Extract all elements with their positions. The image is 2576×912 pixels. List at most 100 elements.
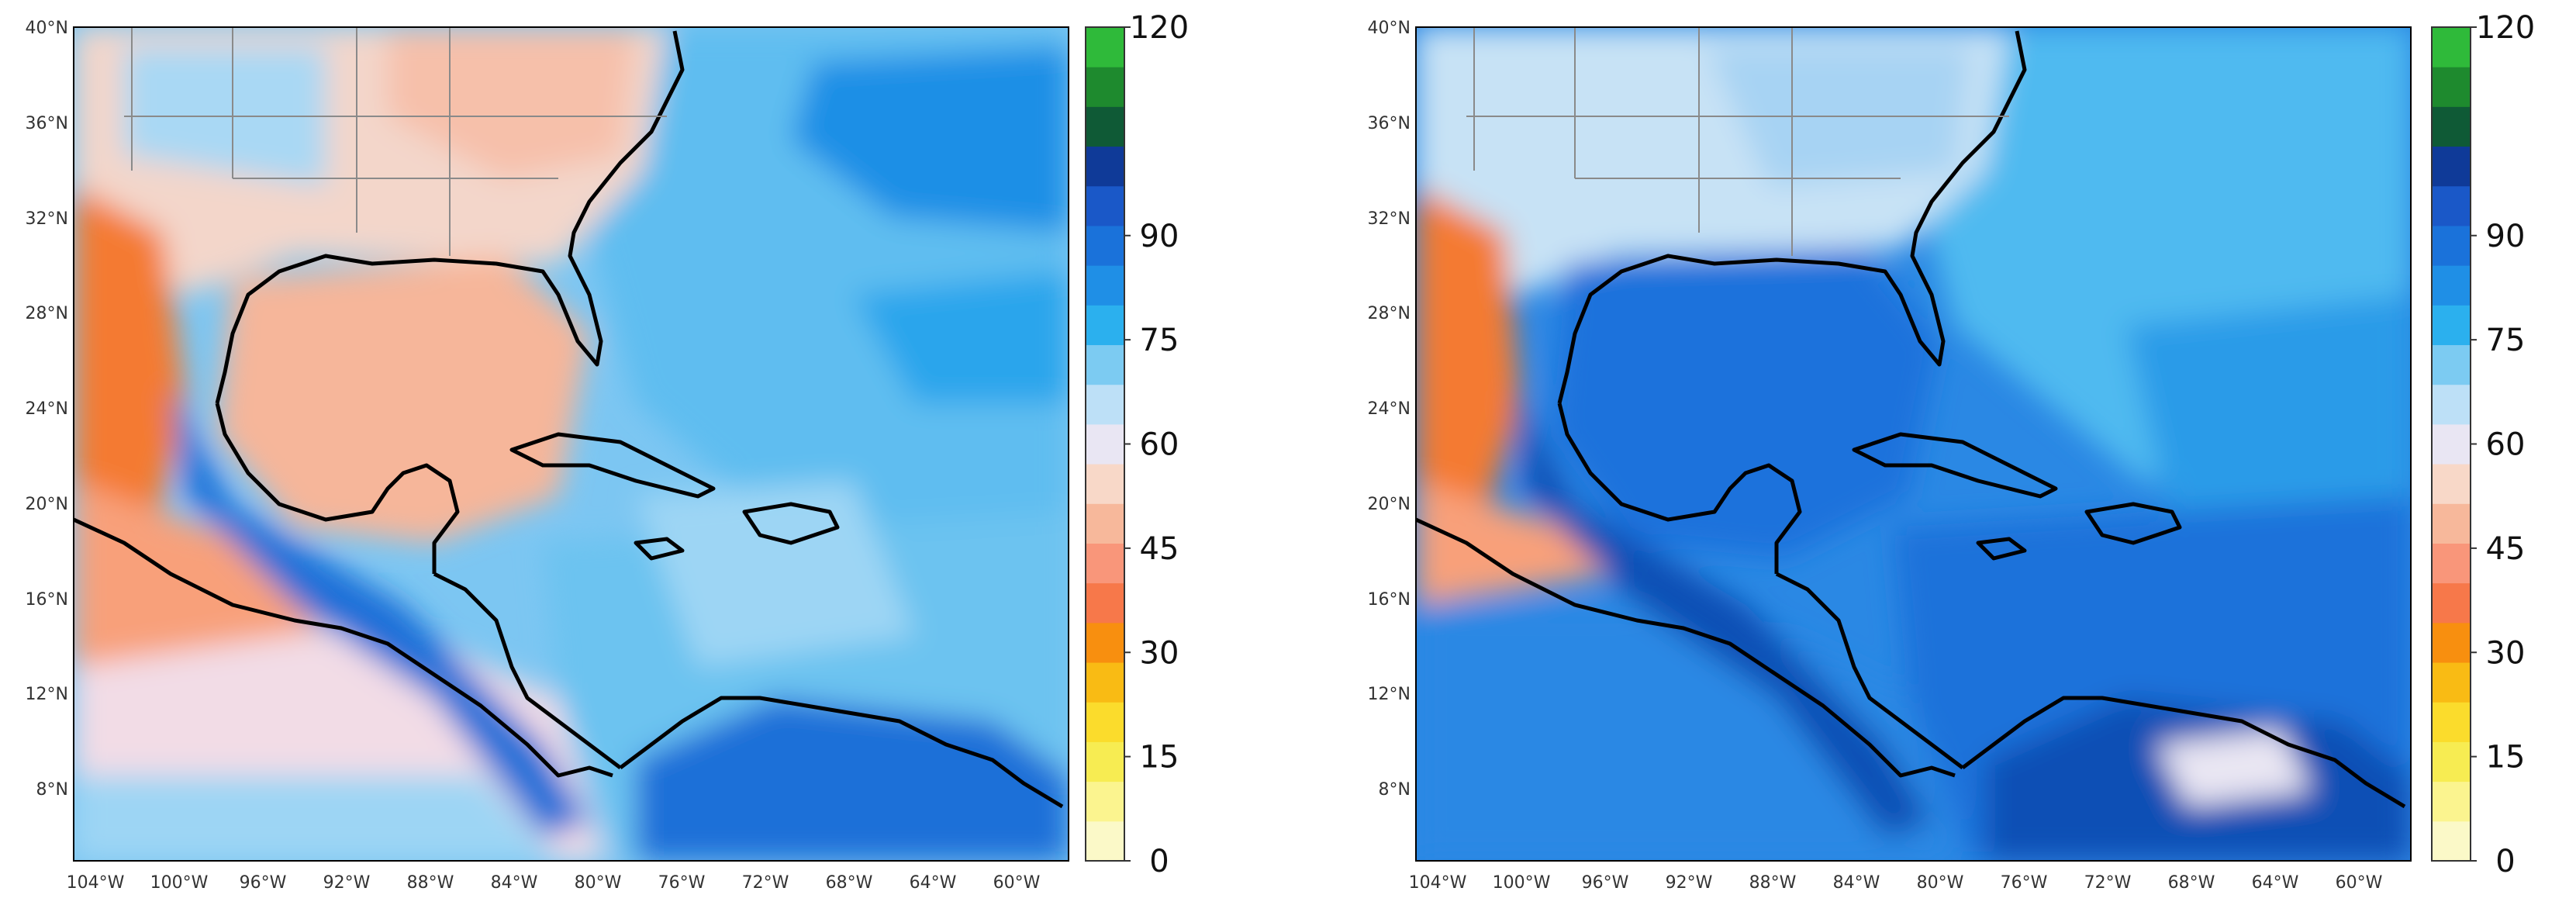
mexico-hot-region <box>1416 186 1521 558</box>
colorbar-tick-label: 15 <box>1140 740 1179 776</box>
pacific-coastline <box>74 517 613 778</box>
south-america-coastline <box>619 696 1064 809</box>
colorbar-tick-label: 15 <box>2486 740 2526 776</box>
pacific-region <box>1416 605 1955 861</box>
colorbar-segment <box>2432 67 2471 107</box>
caribbean-light-region <box>636 481 915 667</box>
mexico-gulf-coastline <box>215 402 460 574</box>
lat-label: 40°N <box>1368 19 1411 38</box>
atlantic-deep-region <box>791 47 1069 233</box>
colorbar-segment <box>1086 543 1124 584</box>
colorbar-segment <box>1086 265 1124 306</box>
lat-label: 24°N <box>26 399 68 419</box>
lat-label: 36°N <box>26 114 68 133</box>
lon-label: 64°W <box>2252 873 2299 893</box>
colorbar-segment <box>1086 384 1124 425</box>
lat-label: 36°N <box>1368 114 1411 133</box>
caribbean-central-coastline <box>1775 572 1964 769</box>
borders <box>124 27 667 256</box>
colorbar-tick-label: 75 <box>2486 323 2526 358</box>
colorbar-segment <box>2432 622 2471 663</box>
colorbar-segment <box>1086 702 1124 742</box>
colorbar-tick-label: 45 <box>2486 531 2526 567</box>
coastlines <box>74 30 1064 809</box>
lon-label: 88°W <box>1749 873 1797 893</box>
colorbar-segment <box>1086 225 1124 266</box>
lat-label: 16°N <box>1368 590 1411 610</box>
colorbar-tick-label: 0 <box>1149 844 1169 879</box>
lat-label: 28°N <box>1368 304 1411 323</box>
colorbar-segment <box>2432 344 2471 385</box>
lon-label: 104°W <box>67 873 125 893</box>
jamaica-coastline <box>634 537 685 561</box>
colorbar-tick-label: 60 <box>1140 427 1179 463</box>
lon-label: 92°W <box>323 873 371 893</box>
mexico-gulf-coastline <box>1557 402 1802 574</box>
mexico-hot-region <box>74 186 186 589</box>
latitude-labels: 40°N 36°N 32°N 28°N 24°N 20°N 16°N 12°N … <box>1368 19 1411 800</box>
hispaniola-coastline <box>2084 502 2182 545</box>
lat-label: 8°N <box>1379 780 1411 800</box>
south-america-region <box>636 698 1069 861</box>
lon-label: 68°W <box>2168 873 2215 893</box>
colorbar-segment <box>2432 146 2471 187</box>
colorbar-tick-label: 120 <box>1130 10 1189 46</box>
lon-label: 60°W <box>993 873 1041 893</box>
map-area <box>74 27 1069 861</box>
colorbar: 0 15 30 45 60 75 90 120 <box>1085 10 1189 879</box>
colorbar-segment <box>1086 305 1124 346</box>
lat-label: 20°N <box>26 495 68 514</box>
colorbar-segment <box>2432 384 2471 425</box>
colorbar-segment <box>1086 344 1124 385</box>
map-figure-right: 40°N 36°N 32°N 28°N 24°N 20°N 16°N 12°N … <box>1368 10 2536 893</box>
lon-label: 72°W <box>742 873 789 893</box>
colorbar-segment <box>2432 265 2471 306</box>
pacific-coastline <box>1416 517 1956 778</box>
cuba-coastline <box>1852 432 2058 499</box>
lon-label: 76°W <box>658 873 706 893</box>
colorbar-segment <box>1086 820 1124 862</box>
colorbar-segment <box>1086 106 1124 147</box>
colorbar-segment <box>2432 662 2471 703</box>
lon-label: 76°W <box>2001 873 2048 893</box>
hispaniola-coastline <box>742 502 840 545</box>
colorbar-segment <box>1086 741 1124 782</box>
colorbar-tick-label: 75 <box>1140 323 1179 358</box>
lat-label: 8°N <box>36 780 68 800</box>
borders <box>1466 27 2009 256</box>
lat-label: 28°N <box>26 304 68 323</box>
colorbar-tick-label: 0 <box>2495 844 2515 879</box>
gulf-region <box>1552 248 1939 558</box>
map-frame <box>73 26 1069 862</box>
colorbar-segment <box>2432 27 2471 67</box>
colorbar-segment <box>2432 464 2471 504</box>
colorbar-tick-label: 90 <box>1140 219 1179 254</box>
map-figure-left: 40°N 36°N 32°N 28°N 24°N 20°N 16°N 12°N … <box>26 10 1190 893</box>
lon-label: 72°W <box>2084 873 2132 893</box>
colorbar-segment <box>2432 185 2471 226</box>
colorbar-segment <box>1086 781 1124 822</box>
colorbar-segment <box>1086 27 1124 67</box>
colorbar-segment <box>2432 423 2471 465</box>
colorbar-segment <box>1086 464 1124 504</box>
atlantic-deep-region <box>2125 295 2411 558</box>
colorbar-tick-label: 120 <box>2476 10 2535 46</box>
colorbar-segment <box>2432 106 2471 147</box>
colorbar-segment <box>1086 67 1124 107</box>
venezuela-light-region <box>2156 729 2312 807</box>
colorbar-tick-label: 90 <box>2486 219 2526 254</box>
coastlines <box>1416 30 2406 809</box>
colorbar-segment <box>1086 423 1124 465</box>
colorbar-segment <box>1086 185 1124 226</box>
colorbar-tick-label: 45 <box>1140 531 1179 567</box>
colorbar-tick-label: 60 <box>2486 427 2526 463</box>
colorbar-segment <box>2432 781 2471 822</box>
colorbar-segment <box>2432 503 2471 544</box>
gulf-region <box>217 256 589 543</box>
longitude-labels: 104°W 100°W 96°W 92°W 88°W 84°W 80°W 76°… <box>1409 873 2383 893</box>
colorbar: 0 15 30 45 60 75 90 120 <box>2431 10 2535 879</box>
lon-label: 96°W <box>240 873 287 893</box>
lat-label: 12°N <box>26 685 68 704</box>
us-coastline <box>1557 30 2027 404</box>
lon-label: 100°W <box>1493 873 1551 893</box>
